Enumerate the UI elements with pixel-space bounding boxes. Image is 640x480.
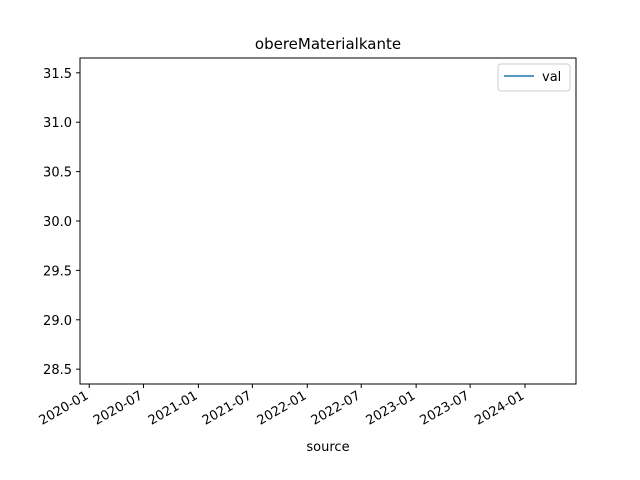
legend-box — [497, 63, 571, 92]
chart-title: obereMaterialkante — [255, 35, 401, 53]
y-tick-label: 29.5 — [43, 264, 72, 279]
y-tick-label: 31.0 — [43, 116, 72, 131]
plot-area — [80, 58, 576, 384]
y-tick-label: 28.5 — [43, 363, 72, 378]
y-tick-label: 30.5 — [43, 166, 72, 181]
legend-label-val: val — [542, 70, 561, 85]
y-tick-label: 30.0 — [43, 215, 72, 230]
y-tick-label: 31.5 — [43, 67, 72, 82]
y-tick-label: 29.0 — [43, 314, 72, 329]
legend: val — [497, 63, 571, 92]
y-axis: 28.5 29.0 29.5 30.0 30.5 31.0 31.5 — [43, 67, 80, 378]
plot-frame — [79, 57, 577, 385]
x-axis-label: source — [306, 440, 349, 455]
